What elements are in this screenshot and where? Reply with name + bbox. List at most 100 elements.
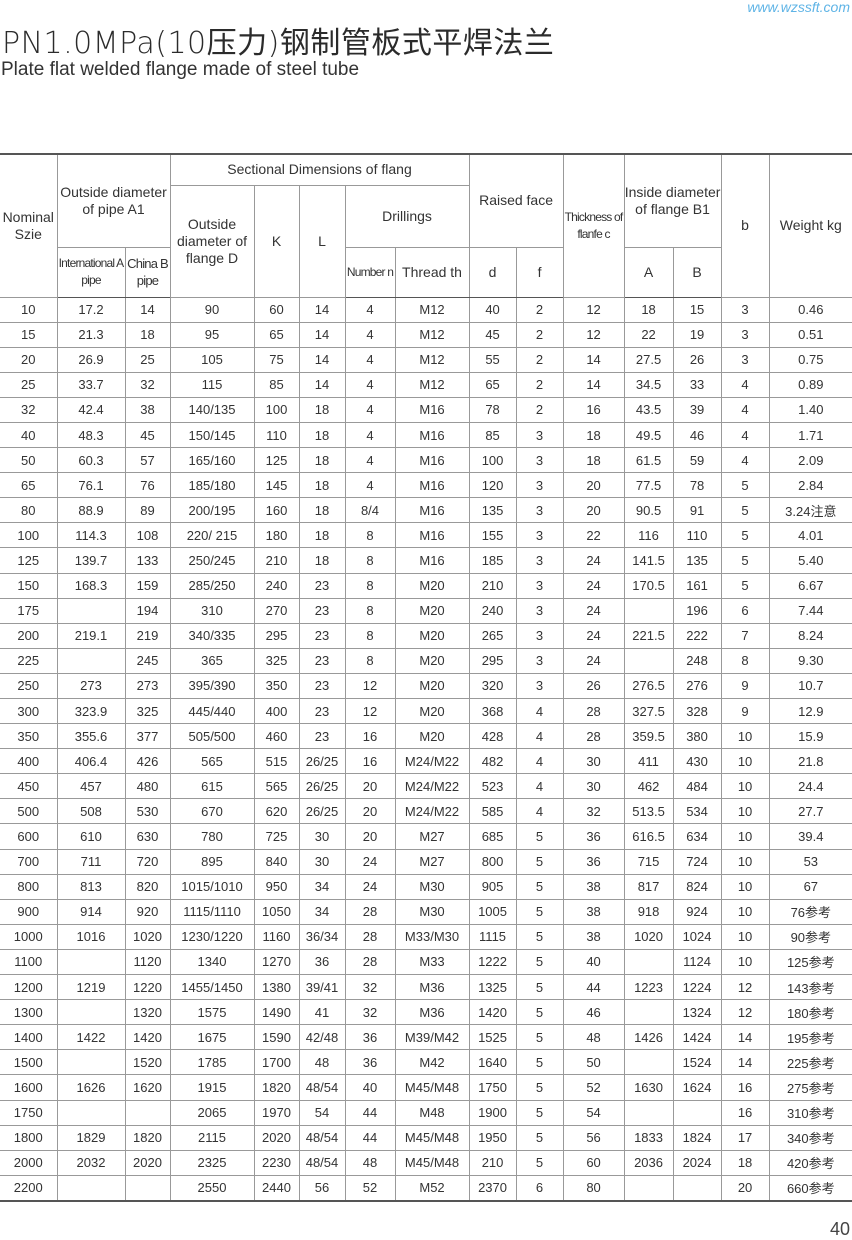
table-cell: 77.5 — [623, 472, 674, 499]
table-cell: 25 — [0, 371, 58, 398]
table-cell: 89 — [124, 497, 171, 524]
table-cell: 65 — [0, 472, 58, 499]
table-cell: 32 — [344, 974, 396, 1001]
table-cell: 1220 — [124, 974, 171, 1001]
table-row: 500 508 530 670 620 26/25 20 M24/M22 585 4 32 513.5… — [0, 798, 852, 825]
table-cell: 12.9 — [768, 697, 852, 725]
website-url: www.wzssft.com — [747, 0, 850, 15]
table-cell: 8 — [344, 547, 396, 574]
table-cell: 1024 — [672, 923, 722, 950]
table-cell: 139.7 — [56, 547, 126, 574]
table-cell: 1524 — [672, 1049, 722, 1076]
table-cell: 4 — [720, 421, 770, 449]
table-cell: 195参考 — [768, 1024, 852, 1051]
page-number: 40 — [829, 1219, 850, 1239]
table-cell: M20 — [394, 647, 470, 674]
table-cell: 100 — [0, 522, 58, 549]
table-cell: 19 — [672, 321, 722, 348]
table-cell: 141.5 — [623, 547, 674, 574]
table-cell: 39 — [672, 396, 722, 423]
table-cell: 170.5 — [623, 572, 674, 599]
table-cell: 18 — [298, 447, 346, 474]
header-nominal-size: Nominal Szie — [0, 153, 58, 298]
table-cell: 24 — [562, 597, 625, 624]
table-cell: 30 — [562, 748, 625, 775]
table-cell: 135 — [672, 547, 722, 574]
table-cell: 380 — [672, 723, 722, 750]
table-cell: 950 — [253, 873, 300, 900]
table-cell: 12 — [562, 321, 625, 348]
table-cell: 406.4 — [56, 748, 126, 775]
table-cell: 210 — [253, 547, 300, 574]
table-cell: 59 — [672, 447, 722, 474]
table-cell — [124, 1174, 171, 1202]
table-cell: 10 — [720, 773, 770, 800]
table-cell: 41 — [298, 999, 346, 1026]
table-cell: 75 — [253, 346, 300, 373]
table-cell: 90参考 — [768, 923, 852, 950]
table-cell: M24/M22 — [394, 798, 470, 825]
table-cell: 1340 — [169, 948, 255, 976]
table-cell: 46 — [562, 999, 625, 1026]
table-cell: 42/48 — [298, 1024, 346, 1051]
table-row: 32 42.4 38 140/135 100 18 4 M16 78 2 16 43.5 39 4 1.40 — [0, 396, 852, 423]
table-cell: 800 — [0, 873, 58, 900]
table-cell: 670 — [169, 798, 255, 825]
table-row: 225 245 365 325 23 8 M20 295 3 24 248 8 9.30 — [0, 647, 852, 674]
table-cell: 14 — [720, 1049, 770, 1076]
table-cell: 36 — [344, 1049, 396, 1076]
table-cell: 2020 — [124, 1149, 171, 1176]
table-row: 1800 1829 1820 2115 2020 48/54 44 M45/M48 1950 5 5… — [0, 1124, 852, 1151]
table-cell: 920 — [124, 898, 171, 925]
table-cell: 14 — [562, 371, 625, 398]
table-cell: 368 — [468, 697, 517, 725]
table-cell: 1200 — [0, 974, 58, 1001]
table-cell: 8 — [344, 622, 396, 649]
table-cell: 116 — [623, 522, 674, 549]
table-cell: 26/25 — [298, 798, 346, 825]
table-cell: 273 — [56, 672, 126, 700]
table-row: 40 48.3 45 150/145 110 18 4 M16 85 3 18 49.5 46 4 1.71 — [0, 421, 852, 449]
table-cell: 1624 — [672, 1074, 722, 1101]
table-cell: 44 — [344, 1124, 396, 1151]
table-cell: 33.7 — [56, 371, 126, 398]
table-cell: 320 — [468, 672, 517, 700]
table-cell: 194 — [124, 597, 171, 624]
table-cell: 24 — [562, 547, 625, 574]
table-cell: 23 — [298, 647, 346, 674]
table-row: 2200 2550 2440 56 52 M52 2370 6 80 20 660参考 — [0, 1174, 852, 1202]
table-cell: 4 — [344, 396, 396, 423]
table-cell: 165/160 — [169, 447, 255, 474]
table-cell: 160 — [253, 497, 300, 524]
table-cell: 1833 — [623, 1124, 674, 1151]
table-cell: M27 — [394, 848, 470, 875]
table-cell: 5 — [515, 974, 564, 1001]
table-cell: 21.8 — [768, 748, 852, 775]
table-cell: 23 — [298, 723, 346, 750]
table-cell: 895 — [169, 848, 255, 875]
page-subtitle: Plate flat welded flange made of steel t… — [1, 59, 360, 80]
table-cell: 1100 — [0, 948, 58, 976]
table-cell: M20 — [394, 697, 470, 725]
table-cell: 3 — [720, 321, 770, 348]
table-cell: 30 — [562, 773, 625, 800]
table-cell: 76参考 — [768, 898, 852, 925]
table-cell: 36 — [562, 848, 625, 875]
table-cell: 5 — [720, 522, 770, 549]
table-cell: 5 — [515, 1124, 564, 1151]
table-cell: 91 — [672, 497, 722, 524]
table-cell: 49.5 — [623, 421, 674, 449]
table-cell — [623, 948, 674, 976]
table-cell: 1900 — [468, 1099, 517, 1126]
table-cell: 12 — [344, 672, 396, 700]
table-cell: 813 — [56, 873, 126, 900]
table-cell: 480 — [124, 773, 171, 800]
table-cell: 1016 — [56, 923, 126, 950]
table-cell: 24 — [344, 848, 396, 875]
table-cell: 155 — [468, 522, 517, 549]
table-cell: 60.3 — [56, 447, 126, 474]
table-cell: 2370 — [468, 1174, 517, 1202]
table-cell: M39/M42 — [394, 1024, 470, 1051]
table-cell: M24/M22 — [394, 773, 470, 800]
table-cell: 110 — [672, 522, 722, 549]
